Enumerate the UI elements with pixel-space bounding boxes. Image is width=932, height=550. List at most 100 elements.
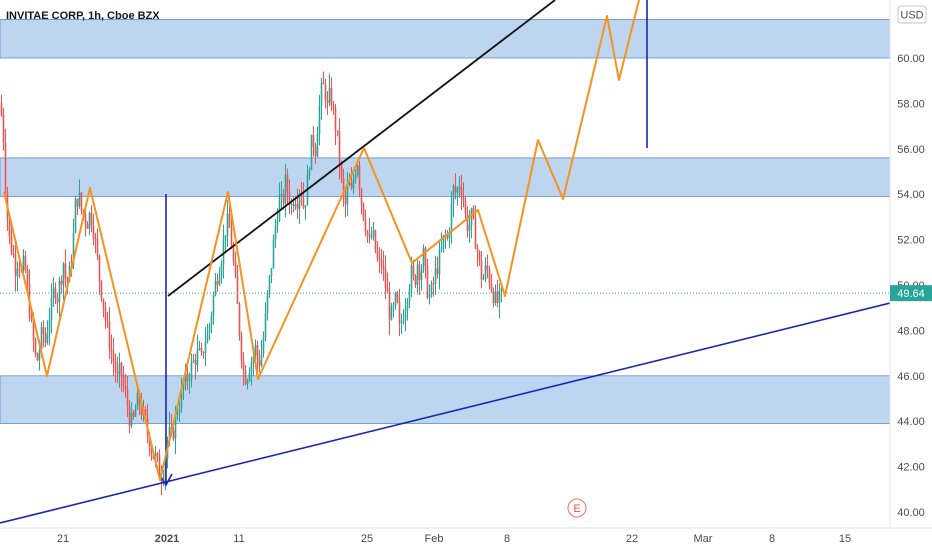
candle-body xyxy=(376,251,379,259)
candle-body xyxy=(418,264,421,281)
candle-body xyxy=(14,255,17,277)
candle xyxy=(250,356,253,386)
candle-body xyxy=(270,268,273,276)
candle xyxy=(480,251,483,289)
candle xyxy=(360,187,363,215)
candle xyxy=(50,283,53,334)
candle xyxy=(356,162,359,178)
candle-body xyxy=(350,182,353,189)
candle-body xyxy=(8,218,11,237)
candle xyxy=(128,399,131,434)
candle xyxy=(440,232,443,253)
wave-projection-path[interactable] xyxy=(3,0,641,481)
candle-body xyxy=(90,212,93,226)
y-tick-label: 46.00 xyxy=(897,371,925,383)
candle-body xyxy=(470,208,473,226)
candle xyxy=(280,181,283,210)
candle-body xyxy=(100,281,103,299)
last-price-badge: 49.64 xyxy=(890,285,932,302)
candle-body xyxy=(252,355,255,362)
candle-body xyxy=(188,378,191,381)
candle-body xyxy=(12,252,15,256)
candle xyxy=(156,451,159,462)
candle xyxy=(96,228,99,260)
upper-trendline[interactable] xyxy=(167,0,556,297)
candle-body xyxy=(78,192,81,207)
candle-body xyxy=(330,87,333,107)
currency-label[interactable]: USD xyxy=(897,5,927,24)
candle xyxy=(272,234,275,269)
candle xyxy=(64,249,67,288)
candle-body xyxy=(480,260,483,280)
earnings-event-letter: E xyxy=(573,503,580,515)
candle-body xyxy=(94,238,97,240)
candle xyxy=(134,404,137,418)
candle-body xyxy=(358,165,361,190)
candle-body xyxy=(192,359,195,362)
candle-body xyxy=(320,82,323,106)
candle-body xyxy=(500,287,503,291)
candle-body xyxy=(40,327,43,351)
candle xyxy=(460,174,463,211)
candle xyxy=(74,196,77,234)
candle xyxy=(296,188,299,219)
candle xyxy=(498,283,501,319)
candle-body xyxy=(30,317,33,319)
candle-body xyxy=(128,405,131,426)
time-axis[interactable]: 21 2021 11 25 Feb 8 22 Mar 8 15 xyxy=(57,533,851,545)
candle xyxy=(270,268,273,284)
candle xyxy=(430,280,433,298)
candle-body xyxy=(304,205,307,208)
candle-body xyxy=(352,179,355,189)
candle-body xyxy=(132,412,135,417)
candle xyxy=(130,402,133,429)
candle-body xyxy=(464,200,467,215)
candle-body xyxy=(428,294,431,298)
y-tick-label: 44.00 xyxy=(897,416,925,428)
lower-trendline[interactable] xyxy=(0,302,891,524)
candle-body xyxy=(394,293,397,307)
candle xyxy=(274,219,277,249)
candle-body xyxy=(154,453,157,459)
y-tick-label: 60.00 xyxy=(897,53,925,65)
candle-body xyxy=(4,142,7,192)
candle-body xyxy=(200,347,203,352)
candle-body xyxy=(206,332,209,343)
candle-body xyxy=(84,214,87,224)
candle xyxy=(362,202,365,222)
candle-body xyxy=(36,353,39,361)
candle-body xyxy=(476,248,479,252)
candle xyxy=(246,378,249,390)
candle-body xyxy=(390,306,393,320)
candle xyxy=(0,94,3,117)
earnings-event-marker[interactable]: E xyxy=(567,498,587,518)
candle xyxy=(42,320,45,348)
candle xyxy=(452,183,455,218)
candle xyxy=(192,353,195,364)
candle xyxy=(406,297,409,321)
candle-body xyxy=(282,193,285,204)
chart-title: INVITAE CORP, 1h, Cboe BZX xyxy=(6,10,160,22)
candle-body xyxy=(264,313,267,339)
candle xyxy=(78,179,81,209)
x-tick-label: 8 xyxy=(769,533,775,545)
candle xyxy=(180,377,183,413)
y-tick-label: 48.00 xyxy=(897,325,925,337)
candle xyxy=(420,264,423,291)
candle-body xyxy=(336,130,339,132)
candle xyxy=(456,186,459,206)
candle xyxy=(266,290,269,321)
candle-body xyxy=(58,280,61,303)
candle-body xyxy=(114,361,117,372)
candle-body xyxy=(424,247,427,266)
candle-body xyxy=(2,114,5,143)
candle xyxy=(200,342,203,356)
candle-body xyxy=(18,268,21,270)
candle xyxy=(332,100,335,115)
y-tick-label: 56.00 xyxy=(897,144,925,156)
candle-body xyxy=(124,386,127,390)
candle xyxy=(324,78,327,109)
candle xyxy=(198,340,201,351)
candle xyxy=(12,244,15,258)
